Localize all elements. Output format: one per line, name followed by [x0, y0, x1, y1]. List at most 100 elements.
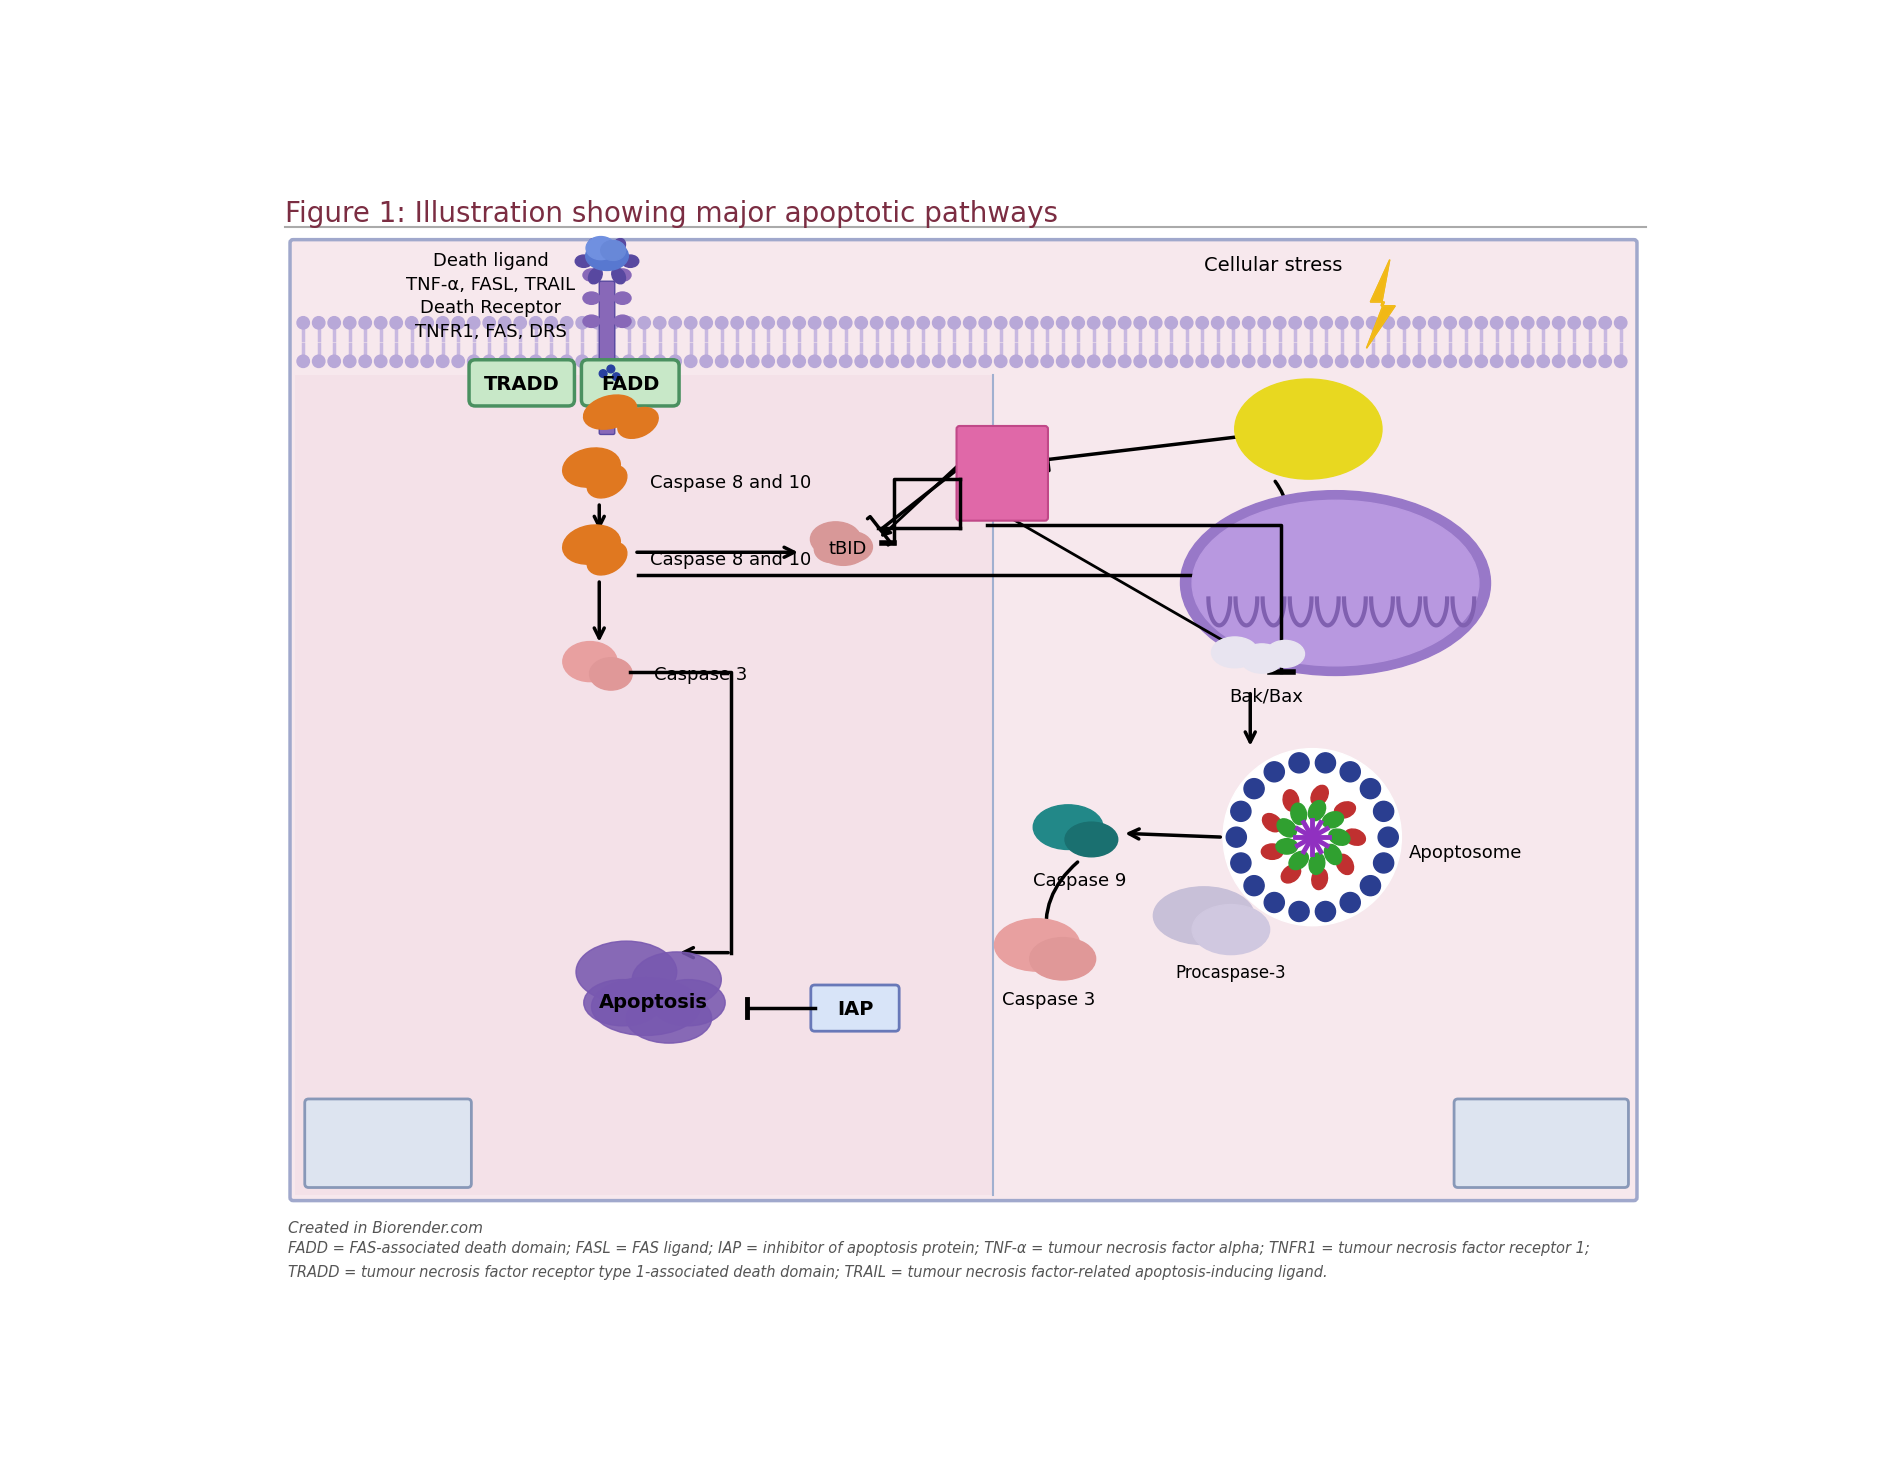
Circle shape — [870, 316, 884, 330]
Circle shape — [436, 356, 449, 367]
Circle shape — [793, 316, 805, 330]
Circle shape — [1568, 356, 1581, 367]
Circle shape — [1057, 316, 1070, 330]
Circle shape — [1273, 316, 1286, 330]
Ellipse shape — [562, 525, 620, 564]
Circle shape — [1134, 316, 1147, 330]
Ellipse shape — [1344, 830, 1365, 846]
Circle shape — [1553, 356, 1564, 367]
Ellipse shape — [810, 522, 861, 557]
Circle shape — [1340, 892, 1361, 913]
Circle shape — [1228, 356, 1239, 367]
Circle shape — [1374, 853, 1393, 873]
Ellipse shape — [619, 407, 658, 439]
Ellipse shape — [592, 978, 699, 1035]
Ellipse shape — [622, 255, 639, 267]
Ellipse shape — [1322, 812, 1344, 828]
Circle shape — [530, 316, 541, 330]
Circle shape — [1316, 901, 1335, 921]
Circle shape — [1506, 316, 1519, 330]
Circle shape — [963, 316, 976, 330]
Ellipse shape — [1261, 844, 1282, 859]
Circle shape — [1042, 356, 1053, 367]
Circle shape — [1025, 316, 1038, 330]
Circle shape — [699, 356, 713, 367]
Circle shape — [560, 356, 573, 367]
Text: Extrinsic
pathway: Extrinsic pathway — [335, 1123, 444, 1165]
Ellipse shape — [1337, 854, 1354, 875]
Circle shape — [1320, 316, 1333, 330]
Ellipse shape — [1241, 644, 1284, 674]
Circle shape — [560, 316, 573, 330]
Ellipse shape — [1265, 640, 1305, 668]
Circle shape — [1149, 356, 1162, 367]
Text: IAP: IAP — [837, 1000, 872, 1019]
Circle shape — [1072, 316, 1085, 330]
Circle shape — [1459, 316, 1472, 330]
Ellipse shape — [995, 919, 1079, 971]
Ellipse shape — [590, 658, 632, 690]
Circle shape — [1258, 356, 1271, 367]
Circle shape — [1521, 356, 1534, 367]
Ellipse shape — [575, 940, 677, 1003]
Circle shape — [1224, 748, 1401, 926]
Ellipse shape — [1292, 803, 1307, 825]
Circle shape — [1166, 356, 1177, 367]
Text: Caspase 3: Caspase 3 — [1002, 991, 1096, 1009]
Circle shape — [1226, 827, 1246, 847]
Circle shape — [1361, 876, 1380, 895]
Circle shape — [963, 356, 976, 367]
Circle shape — [1119, 356, 1132, 367]
Ellipse shape — [1335, 802, 1355, 818]
Polygon shape — [1367, 260, 1395, 348]
Circle shape — [545, 316, 556, 330]
Circle shape — [498, 316, 511, 330]
Circle shape — [1521, 316, 1534, 330]
Circle shape — [1196, 316, 1209, 330]
Circle shape — [1378, 827, 1399, 847]
Circle shape — [421, 316, 434, 330]
Ellipse shape — [1324, 844, 1342, 865]
Ellipse shape — [588, 239, 602, 255]
Ellipse shape — [583, 268, 600, 281]
Circle shape — [1397, 356, 1410, 367]
Circle shape — [1352, 316, 1363, 330]
Circle shape — [637, 356, 650, 367]
Circle shape — [1444, 316, 1457, 330]
Circle shape — [885, 356, 899, 367]
Text: Death ligand
TNF-α, FASL, TRAIL
Death Receptor
TNFR1, FAS, DRS: Death ligand TNF-α, FASL, TRAIL Death Re… — [406, 252, 575, 341]
Circle shape — [1258, 316, 1271, 330]
Text: BCL-X,
MCI-1,
Bcl-2: BCL-X, MCI-1, Bcl-2 — [972, 443, 1032, 503]
Circle shape — [312, 316, 325, 330]
Circle shape — [592, 316, 603, 330]
Text: TRADD = tumour necrosis factor receptor type 1-associated death domain; TRAIL = : TRADD = tumour necrosis factor receptor … — [288, 1264, 1327, 1280]
Circle shape — [1615, 356, 1626, 367]
Text: Figure 1: Illustration showing major apoptotic pathways: Figure 1: Illustration showing major apo… — [286, 200, 1058, 227]
Circle shape — [1429, 356, 1440, 367]
Circle shape — [1211, 356, 1224, 367]
Circle shape — [468, 356, 479, 367]
Circle shape — [1476, 316, 1487, 330]
Ellipse shape — [1282, 865, 1301, 884]
Text: Cellular stress: Cellular stress — [1205, 257, 1342, 276]
Circle shape — [1414, 356, 1425, 367]
Circle shape — [1361, 779, 1380, 799]
Circle shape — [575, 316, 588, 330]
Circle shape — [1491, 316, 1502, 330]
Circle shape — [1010, 316, 1023, 330]
Circle shape — [389, 356, 402, 367]
Circle shape — [498, 356, 511, 367]
Circle shape — [1290, 356, 1301, 367]
Ellipse shape — [814, 535, 850, 563]
Circle shape — [731, 356, 743, 367]
Circle shape — [530, 356, 541, 367]
Circle shape — [622, 356, 635, 367]
Circle shape — [948, 356, 961, 367]
FancyBboxPatch shape — [468, 360, 575, 405]
Ellipse shape — [652, 980, 726, 1026]
Ellipse shape — [587, 542, 626, 574]
Circle shape — [808, 356, 822, 367]
Circle shape — [902, 356, 914, 367]
Circle shape — [1263, 761, 1284, 781]
Circle shape — [932, 316, 946, 330]
